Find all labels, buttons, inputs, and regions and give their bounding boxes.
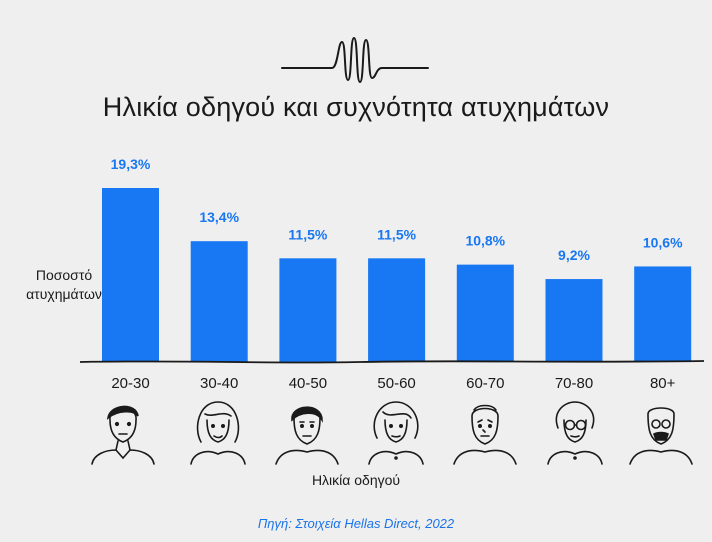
older-man-face-icon bbox=[453, 404, 517, 465]
bar-30-40 bbox=[190, 241, 248, 362]
x-tick-label: 40-50 bbox=[289, 375, 327, 392]
value-label: 11,5% bbox=[377, 226, 416, 242]
value-label: 13,4% bbox=[199, 209, 239, 225]
y-axis-label: Ποσοστό ατυχημάτων bbox=[26, 267, 102, 302]
bar-60-70 bbox=[456, 264, 514, 362]
woman-face-icon bbox=[368, 401, 424, 465]
bar-70-80 bbox=[545, 279, 603, 362]
value-label: 19,3% bbox=[111, 156, 151, 172]
x-tick-label: 80+ bbox=[650, 375, 676, 392]
x-tick-label: 20-30 bbox=[111, 375, 149, 392]
young-man-face-icon bbox=[91, 405, 155, 465]
bar-chart: 19,3% 20-30 13,4% 30-40 11,5% 40-50 11,5% 50-60… bbox=[79, 156, 705, 392]
elderly-man-face-icon bbox=[629, 407, 693, 465]
bar-20-30 bbox=[102, 188, 159, 362]
value-label: 10,6% bbox=[643, 234, 683, 250]
x-tick-label: 60-70 bbox=[466, 375, 504, 392]
value-label: 10,8% bbox=[465, 233, 505, 249]
man-face-icon bbox=[275, 406, 339, 465]
x-axis-line bbox=[79, 360, 705, 364]
bar-50-60 bbox=[368, 258, 426, 362]
soundwave-logo-icon bbox=[281, 36, 429, 84]
x-tick-label: 30-40 bbox=[200, 375, 238, 392]
older-woman-face-icon bbox=[547, 401, 603, 465]
bar-40-50 bbox=[279, 258, 337, 362]
young-woman-face-icon bbox=[190, 401, 246, 465]
value-label: 9,2% bbox=[558, 247, 590, 263]
x-tick-label: 70-80 bbox=[555, 375, 593, 392]
x-axis-title: Ηλικία οδηγού bbox=[311, 472, 401, 488]
chart-title: Ηλικία οδηγού και συχνότητα ατυχημάτων bbox=[102, 92, 610, 122]
source-note: Πηγή: Στοιχεία Hellas Direct, 2022 bbox=[257, 516, 455, 531]
x-tick-label: 50-60 bbox=[377, 375, 415, 392]
value-label: 11,5% bbox=[288, 226, 327, 242]
bar-80+ bbox=[634, 266, 692, 362]
